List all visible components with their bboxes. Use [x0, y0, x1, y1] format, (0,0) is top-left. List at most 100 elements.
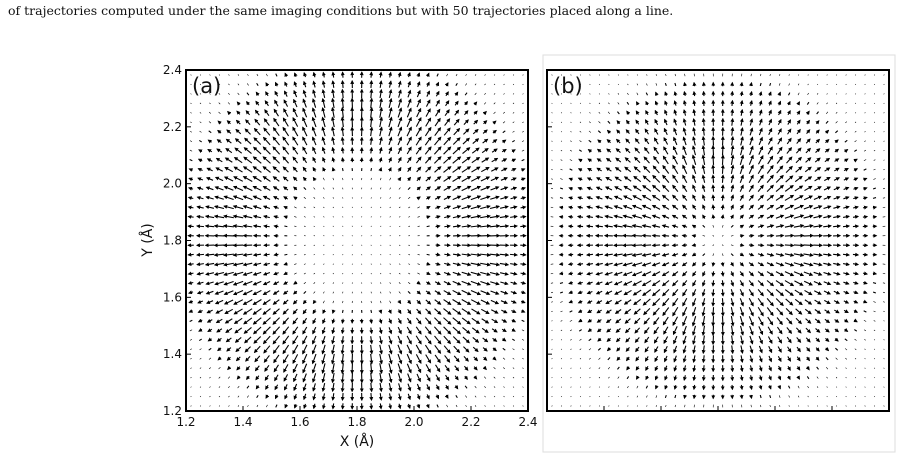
x-axis-label: X (Å) — [340, 433, 375, 450]
vector-arrow — [503, 395, 505, 398]
vector-arrow — [644, 137, 650, 145]
vector-arrow — [627, 83, 629, 86]
y-tick-label: 2.0 — [163, 177, 182, 191]
vector-arrow — [577, 168, 583, 172]
y-axis-label: Y (Å) — [139, 223, 156, 258]
vector-arrow — [775, 174, 784, 183]
vector-arrow — [560, 131, 563, 133]
vector-arrow — [473, 110, 478, 115]
vector-arrow — [473, 101, 478, 106]
vector-arrow — [292, 146, 299, 155]
vector-arrow — [815, 337, 821, 343]
vector-arrow — [331, 336, 336, 345]
vector-arrow — [273, 262, 279, 266]
vector-arrow — [842, 224, 851, 229]
vector-arrow — [284, 72, 289, 77]
vector-arrow — [853, 205, 859, 210]
vector-arrow — [351, 244, 353, 246]
vector-arrow — [560, 178, 563, 180]
vector-arrow — [623, 280, 633, 286]
vector-arrow — [425, 196, 431, 201]
vector-arrow — [378, 382, 383, 393]
vector-arrow — [624, 327, 631, 334]
vector-arrow — [613, 195, 623, 201]
vector-arrow — [256, 73, 259, 77]
vector-arrow — [461, 224, 472, 229]
vector-arrow — [551, 348, 553, 350]
vector-arrow — [444, 224, 451, 229]
vector-arrow — [206, 167, 213, 172]
vector-arrow — [608, 93, 610, 95]
vector-arrow — [793, 243, 805, 248]
vector-arrow — [863, 290, 868, 295]
vector-arrow — [233, 299, 244, 305]
vector-arrow — [188, 309, 193, 313]
vector-arrow — [331, 372, 335, 384]
vector-arrow — [579, 102, 582, 104]
vector-arrow — [873, 301, 876, 303]
vector-arrow — [522, 83, 524, 86]
vector-arrow — [435, 108, 441, 117]
vector-arrow — [426, 215, 431, 220]
vector-arrow — [749, 335, 754, 345]
vector-arrow — [207, 139, 213, 144]
vector-arrow — [332, 216, 334, 218]
vector-arrow — [588, 139, 592, 143]
vector-arrow — [577, 186, 583, 191]
vector-arrow — [852, 214, 860, 219]
vector-arrow — [775, 194, 785, 201]
vector-arrow — [197, 309, 203, 313]
vector-arrow — [312, 326, 317, 335]
vector-arrow — [407, 383, 412, 392]
vector-arrow — [303, 291, 307, 295]
vector-arrow — [778, 395, 781, 398]
vector-arrow — [425, 99, 431, 107]
vector-arrow — [332, 187, 334, 190]
vector-arrow — [559, 291, 564, 294]
vector-arrow — [682, 184, 688, 192]
vector-arrow — [190, 405, 192, 407]
vector-arrow — [188, 168, 193, 172]
vector-arrow — [641, 243, 652, 248]
vector-arrow — [873, 367, 876, 369]
vector-arrow — [407, 176, 412, 182]
vector-arrow — [407, 299, 412, 305]
vector-arrow — [681, 271, 688, 277]
vector-arrow — [263, 214, 270, 219]
vector-arrow — [586, 196, 593, 200]
vector-arrow — [218, 111, 221, 114]
vector-arrow — [282, 186, 289, 191]
vector-arrow — [397, 156, 402, 163]
vector-arrow — [615, 337, 621, 343]
vector-arrow — [445, 374, 450, 381]
vector-arrow — [189, 158, 193, 162]
vector-arrow — [214, 281, 224, 286]
vector-arrow — [711, 174, 716, 183]
vector-arrow — [598, 111, 601, 114]
vector-arrow — [273, 364, 279, 373]
vector-arrow — [252, 271, 262, 276]
vector-arrow — [739, 243, 745, 247]
vector-arrow — [453, 345, 461, 354]
vector-arrow — [701, 335, 706, 346]
vector-arrow — [253, 345, 261, 354]
vector-arrow — [223, 299, 234, 305]
vector-arrow — [218, 102, 221, 105]
vector-arrow — [701, 280, 706, 287]
vector-arrow — [196, 186, 204, 191]
vector-arrow — [463, 110, 469, 116]
vector-arrow — [341, 309, 344, 314]
vector-arrow — [470, 289, 482, 296]
vector-arrow — [228, 74, 230, 76]
vector-arrow — [845, 405, 847, 407]
vector-arrow — [425, 354, 432, 364]
vector-arrow — [388, 403, 393, 410]
vector-arrow — [302, 393, 307, 401]
vector-arrow — [397, 363, 403, 374]
vector-arrow — [617, 405, 619, 407]
vector-arrow — [207, 148, 213, 153]
vector-arrow — [873, 121, 876, 123]
vector-arrow — [252, 176, 262, 182]
vector-arrow — [474, 405, 477, 407]
vector-arrow — [661, 262, 670, 267]
